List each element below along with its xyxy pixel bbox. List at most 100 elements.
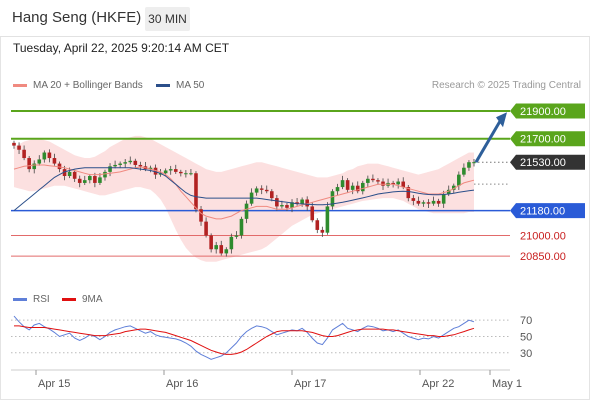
x-tick-label-Apr-17: Apr 17 (294, 378, 326, 390)
candle-body (355, 185, 360, 192)
candle-body (467, 162, 471, 168)
target-arrow-head-icon (496, 112, 507, 128)
instrument-title: Hang Seng (HKFE) (12, 9, 142, 26)
candle-body (98, 177, 102, 183)
x-tick-label-May-1: May 1 (492, 378, 522, 390)
candle-body (300, 199, 304, 204)
candle-body (113, 164, 117, 167)
candle-body (163, 170, 168, 174)
candle-body (12, 142, 16, 146)
header-bar: Hang Seng (HKFE) 30 MIN (0, 0, 590, 37)
candle-body (189, 173, 193, 175)
candle-body (315, 220, 320, 230)
candle-body (244, 203, 249, 219)
candle-body (239, 218, 244, 236)
candle-body (72, 171, 77, 179)
candle-body (376, 180, 380, 182)
level-label-21700.00: 21700.00 (520, 134, 566, 146)
candle-body (371, 178, 375, 181)
legend-ma20: MA 20 + Bollinger Bands (13, 80, 143, 91)
candle-body (93, 176, 97, 183)
candle-body (47, 152, 52, 159)
legend-ma20-label: MA 20 + Bollinger Bands (33, 80, 143, 91)
candle-body (350, 185, 355, 190)
candle-body (67, 171, 72, 177)
price-tag-21180.00 (510, 203, 585, 219)
candle-body (158, 173, 163, 175)
bollinger-band-area (14, 135, 474, 262)
candle-body (224, 249, 229, 254)
candle-body (325, 206, 330, 233)
candle-body (62, 169, 67, 177)
candle-body (103, 171, 107, 178)
candle-body (416, 200, 421, 204)
candle-body (431, 200, 436, 204)
candle-body (229, 236, 234, 250)
candle-body (366, 178, 370, 183)
candle-body (472, 162, 476, 164)
target-arrow-shaft (474, 120, 502, 163)
candle-body (270, 191, 274, 199)
legend-ma50: MA 50 (156, 80, 204, 91)
candle-body (259, 188, 264, 190)
candle-body (411, 198, 416, 201)
candle-body (275, 198, 279, 207)
candle-body (436, 200, 441, 204)
x-tick-label-Apr-22: Apr 22 (422, 378, 454, 390)
rsi-tick-50: 50 (520, 331, 532, 343)
candle-body (290, 202, 294, 208)
research-credit: Research © 2025 Trading Central (431, 80, 581, 91)
candle-body (446, 189, 451, 194)
candle-body (340, 180, 345, 188)
candle-body (320, 229, 325, 233)
candle-body (82, 180, 87, 183)
candle-body (22, 149, 26, 159)
candle-body (179, 171, 183, 174)
report-datetime: Tuesday, April 22, 2025 9:20:14 AM CET (13, 41, 230, 55)
price-tag-21530.00 (510, 154, 585, 170)
candle-body (77, 178, 82, 183)
level-label-21530.00: 21530.00 (520, 157, 566, 169)
candle-body (214, 245, 218, 250)
candle-body (118, 163, 122, 165)
rsi-tick-70: 70 (520, 315, 532, 327)
level-label-20850.00: 20850.00 (520, 251, 566, 263)
candle-body (133, 160, 138, 165)
candle-body (204, 221, 208, 236)
price-tag-21900.00 (510, 103, 585, 119)
rsi-series-9MA (14, 325, 475, 355)
candle-body (173, 169, 178, 172)
candle-body (295, 202, 299, 204)
rsi-swatch-icon (13, 297, 27, 301)
candle-body (391, 182, 395, 185)
candle-body (42, 152, 47, 160)
legend-9ma: 9MA (62, 294, 103, 305)
candle-body (17, 145, 21, 150)
legend-ma50-label: MA 50 (176, 80, 205, 91)
candle-body (345, 180, 350, 190)
candle-body (52, 158, 57, 164)
legend-9ma-label: 9MA (82, 294, 103, 305)
candle-body (280, 205, 284, 207)
ma50-line (13, 167, 475, 211)
candle-body (148, 167, 153, 170)
candle-body (360, 182, 365, 192)
legend-rsi: RSI (13, 294, 50, 305)
candle-body (310, 206, 315, 221)
candle-body (305, 199, 309, 207)
candle-body (219, 245, 224, 254)
level-label-21180.00: 21180.00 (520, 206, 565, 218)
candle-body (153, 167, 158, 175)
x-tick-label-Apr-15: Apr 15 (38, 378, 70, 390)
timeframe-button[interactable]: 30 MIN (145, 7, 190, 31)
candle-body (462, 167, 466, 175)
candle-body (451, 185, 456, 190)
candle-body (396, 181, 400, 185)
candle-body (209, 235, 213, 250)
candle-body (123, 162, 128, 164)
level-label-21900.00: 21900.00 (520, 106, 566, 118)
level-label-21000.00: 21000.00 (520, 230, 566, 242)
ma50-swatch-icon (156, 83, 170, 87)
candle-body (57, 163, 62, 170)
candle-body (199, 209, 203, 222)
